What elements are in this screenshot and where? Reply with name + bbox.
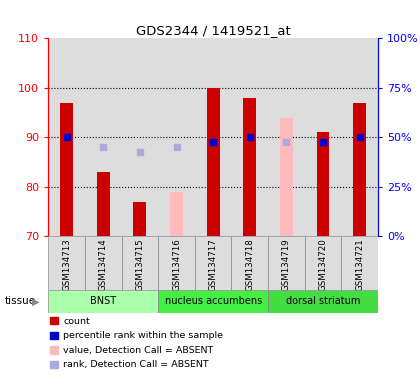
Bar (121, 236, 158, 290)
Bar (353, 103, 366, 236)
Text: ▶: ▶ (32, 296, 39, 306)
Text: GSM134713: GSM134713 (62, 238, 71, 291)
Point (173, 144, 180, 150)
Bar (195, 236, 231, 290)
Text: percentile rank within the sample: percentile rank within the sample (63, 331, 223, 340)
Bar (85, 236, 121, 290)
Point (136, 149, 143, 155)
Point (356, 134, 363, 140)
Text: rank, Detection Call = ABSENT: rank, Detection Call = ABSENT (63, 360, 209, 369)
Text: count: count (63, 316, 90, 326)
Text: dorsal striatum: dorsal striatum (286, 296, 360, 306)
Text: BNST: BNST (90, 296, 116, 306)
Text: GSM134715: GSM134715 (135, 238, 144, 291)
Text: tissue: tissue (4, 296, 35, 306)
Bar (97, 172, 110, 236)
Text: nucleus accumbens: nucleus accumbens (165, 296, 262, 306)
Bar (158, 290, 268, 313)
Bar (268, 236, 305, 290)
Bar (60, 103, 73, 236)
Bar (305, 38, 341, 236)
Text: value, Detection Call = ABSENT: value, Detection Call = ABSENT (63, 346, 213, 355)
Text: GSM134719: GSM134719 (282, 238, 291, 291)
Point (210, 139, 217, 145)
Bar (231, 236, 268, 290)
Bar (268, 38, 305, 236)
Text: GSM134718: GSM134718 (245, 238, 254, 291)
Bar (121, 38, 158, 236)
Bar (170, 192, 183, 236)
Bar (85, 38, 121, 236)
Text: GSM134714: GSM134714 (99, 238, 108, 291)
Bar (48, 38, 85, 236)
Bar (134, 202, 146, 236)
Point (100, 144, 107, 150)
Point (320, 139, 326, 145)
Bar (48, 290, 158, 313)
Bar (243, 98, 256, 236)
Point (63, 134, 70, 140)
Text: GSM134720: GSM134720 (318, 238, 328, 291)
Bar (341, 236, 378, 290)
Bar (195, 38, 231, 236)
Text: GSM134721: GSM134721 (355, 238, 364, 291)
Bar (341, 38, 378, 236)
Bar (158, 236, 195, 290)
Bar (207, 88, 220, 236)
Point (283, 139, 290, 145)
Bar (305, 236, 341, 290)
Bar (158, 38, 195, 236)
Title: GDS2344 / 1419521_at: GDS2344 / 1419521_at (136, 24, 291, 37)
Bar (317, 132, 329, 236)
Bar (280, 118, 293, 236)
Point (247, 134, 253, 140)
Bar (48, 236, 85, 290)
Text: GSM134716: GSM134716 (172, 238, 181, 291)
Text: GSM134717: GSM134717 (209, 238, 218, 291)
Bar (268, 290, 378, 313)
Bar (231, 38, 268, 236)
